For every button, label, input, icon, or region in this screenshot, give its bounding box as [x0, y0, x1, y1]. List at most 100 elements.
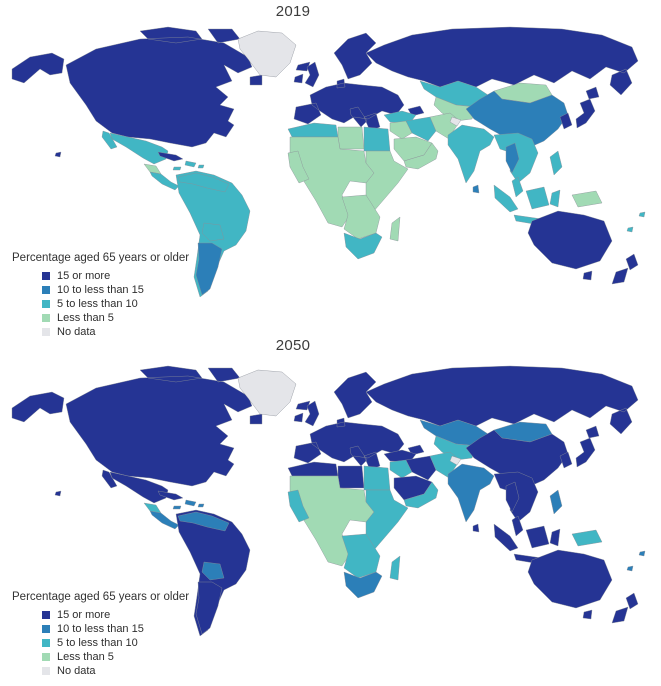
region-new_zealand	[611, 592, 639, 624]
region-mexico	[101, 130, 169, 165]
legend-entries: 15 or more 10 to less than 15 5 to less th…	[12, 608, 189, 678]
region-southern_belt	[341, 194, 381, 240]
region-greenland	[237, 369, 297, 417]
region-levant_iraq	[389, 120, 413, 140]
region-iceland	[295, 61, 311, 72]
legend-entry-label: Less than 5	[57, 651, 114, 663]
region-iceland	[295, 400, 311, 411]
region-sri_lanka	[472, 523, 480, 533]
region-southern_belt	[341, 533, 381, 579]
region-maghreb	[287, 461, 339, 477]
region-southern_cone	[195, 581, 223, 635]
legend-swatch-no_data	[42, 667, 50, 675]
region-levant_iraq	[389, 459, 413, 479]
region-egypt	[363, 465, 391, 491]
region-costa_panama_block	[149, 171, 180, 191]
legend-swatch-5_to_10	[42, 300, 50, 308]
region-maghreb	[287, 122, 339, 138]
region-caribbean_islands	[172, 499, 205, 510]
legend-swatch-15_or_more	[42, 611, 50, 619]
legend-entry-label: 15 or more	[57, 609, 111, 621]
region-new_zealand	[611, 253, 639, 285]
legend-entry-5_to_10: 5 to less than 10	[12, 636, 189, 650]
world-map-2050	[11, 365, 646, 637]
map-title-2019: 2019	[275, 3, 311, 20]
legend-entry-label: No data	[57, 326, 96, 338]
region-costa_panama_block	[149, 510, 180, 530]
region-libya	[337, 465, 365, 489]
legend-2050: Percentage aged 65 years or older 15 or …	[12, 591, 189, 678]
region-sub_saharan	[289, 475, 375, 567]
legend-entry-no_data: No data	[12, 325, 189, 339]
legend-swatch-5_to_10	[42, 639, 50, 647]
region-png	[571, 529, 603, 547]
legend-entry-label: 5 to less than 10	[57, 298, 138, 310]
region-russia	[365, 365, 639, 435]
legend-entry-label: 10 to less than 15	[57, 284, 144, 296]
region-cuba	[157, 151, 184, 162]
region-east_africa	[365, 150, 409, 212]
legend-entry-label: 5 to less than 10	[57, 637, 138, 649]
legend-entry-less_5: Less than 5	[12, 650, 189, 664]
region-thailand	[505, 142, 520, 174]
legend-entry-no_data: No data	[12, 664, 189, 678]
region-usa_canada	[11, 26, 263, 158]
region-usa_canada	[11, 365, 263, 497]
map-title-2050: 2050	[275, 337, 311, 354]
region-japan	[575, 86, 600, 129]
region-south_africa	[343, 232, 383, 260]
region-venezuela_guianas	[177, 511, 230, 532]
region-south_africa	[343, 571, 383, 599]
region-korea	[559, 451, 573, 469]
region-korea	[559, 112, 573, 130]
legend-swatch-less_5	[42, 653, 50, 661]
region-turkey	[383, 110, 417, 124]
region-madagascar	[389, 555, 401, 581]
region-sub_saharan	[289, 136, 375, 228]
region-sri_lanka	[472, 184, 480, 194]
region-madagascar	[389, 216, 401, 242]
legend-entry-15_or_more: 15 or more	[12, 269, 189, 283]
region-europe	[293, 371, 405, 471]
legend-entry-15_or_more: 15 or more	[12, 608, 189, 622]
legend-2019: Percentage aged 65 years or older 15 or …	[12, 252, 189, 339]
region-australia	[527, 210, 613, 281]
region-thailand	[505, 481, 520, 513]
region-australia	[527, 549, 613, 620]
region-pacific_islands	[626, 550, 646, 572]
legend-entry-label: No data	[57, 665, 96, 677]
region-bolivia_paraguay	[201, 222, 225, 242]
region-png	[571, 190, 603, 208]
legend-swatch-10_to_15	[42, 625, 50, 633]
region-caribbean_islands	[172, 160, 205, 171]
region-japan	[575, 425, 600, 468]
region-kashmir	[449, 116, 462, 127]
region-greenland	[237, 30, 297, 78]
legend-entries: 15 or more 10 to less than 15 5 to less th…	[12, 269, 189, 339]
region-turkey	[383, 449, 417, 463]
region-southern_cone	[195, 242, 223, 296]
region-bolivia_paraguay	[201, 561, 225, 581]
legend-title: Percentage aged 65 years or older	[12, 591, 190, 603]
region-west_coast	[287, 150, 310, 184]
legend-swatch-15_or_more	[42, 272, 50, 280]
region-venezuela_guianas	[177, 172, 230, 193]
legend-entry-10_to_15: 10 to less than 15	[12, 622, 189, 636]
region-yemen_oman	[403, 142, 439, 170]
legend-entry-label: 10 to less than 15	[57, 623, 144, 635]
legend-swatch-10_to_15	[42, 286, 50, 294]
legend-entry-label: Less than 5	[57, 312, 114, 324]
region-central_asia_south	[433, 96, 477, 122]
legend-entry-5_to_10: 5 to less than 10	[12, 297, 189, 311]
region-europe	[293, 32, 405, 132]
legend-entry-10_to_15: 10 to less than 15	[12, 283, 189, 297]
legend-swatch-less_5	[42, 314, 50, 322]
region-libya	[337, 126, 365, 150]
region-iran	[405, 455, 437, 481]
region-india	[447, 463, 495, 523]
legend-entry-less_5: Less than 5	[12, 311, 189, 325]
region-east_africa	[365, 489, 409, 551]
legend-entry-label: 15 or more	[57, 270, 111, 282]
region-mexico	[101, 469, 169, 504]
legend-swatch-no_data	[42, 328, 50, 336]
